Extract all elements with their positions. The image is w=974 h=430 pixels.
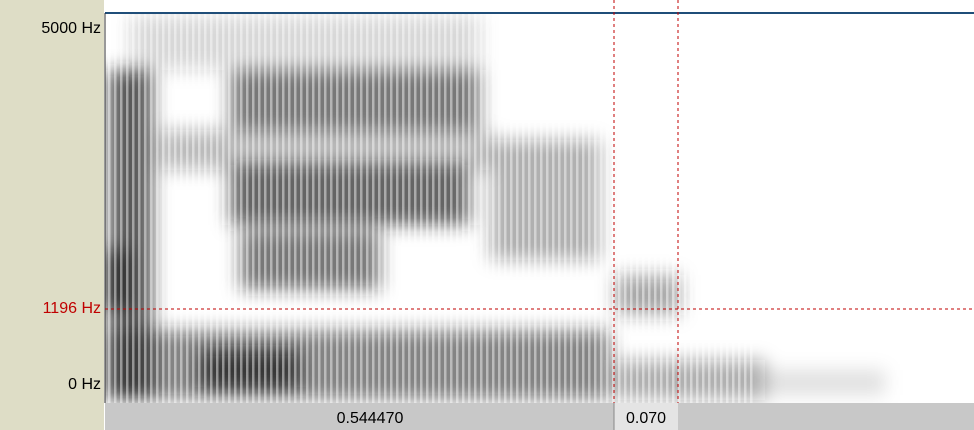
time-left-label: 0.544470 (337, 410, 404, 427)
time-segment-right[interactable] (678, 403, 974, 430)
spectrogram (105, 13, 885, 403)
axis-panel (0, 0, 104, 430)
time-segment-selection[interactable] (614, 403, 678, 430)
time-selection-label: 0.070 (626, 410, 666, 427)
frequency-top-label: 5000 Hz (41, 20, 101, 37)
frequency-bottom-label: 0 Hz (68, 376, 101, 393)
time-segment-left[interactable] (105, 403, 614, 430)
frequency-cursor-label: 1196 Hz (43, 300, 101, 317)
